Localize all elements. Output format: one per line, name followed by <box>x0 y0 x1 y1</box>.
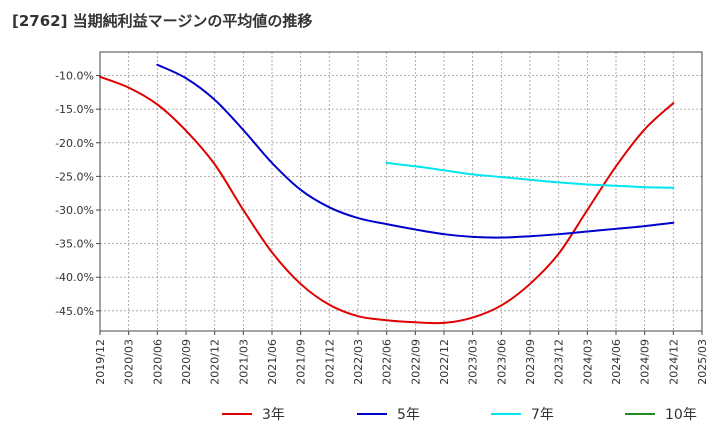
legend-label: 3年 <box>262 407 285 423</box>
plot-frame <box>99 51 703 332</box>
x-tick-label: 2024/06 <box>610 339 623 385</box>
y-tick-label: -25.0% <box>55 170 94 183</box>
y-axis: -10.0% -15.0% -20.0% -25.0% -30.0% -35.0% -40.… <box>55 70 100 318</box>
x-tick-label: 2021/09 <box>295 339 308 385</box>
y-tick-label: -10.0% <box>55 70 94 83</box>
x-tick-label: 2023/12 <box>553 339 566 385</box>
x-tick-label: 2021/03 <box>237 339 250 385</box>
series-lines <box>99 63 675 325</box>
x-tick-label: 2023/09 <box>524 339 537 385</box>
x-tick-label: 2022/03 <box>352 339 365 385</box>
legend-label: 7年 <box>531 407 554 423</box>
y-tick-label: -30.0% <box>55 204 94 217</box>
chart-title: [2762] 当期純利益マージンの平均値の推移 <box>12 12 313 30</box>
x-tick-label: 2024/03 <box>581 339 594 385</box>
grid <box>100 52 702 331</box>
x-tick-label: 2024/09 <box>639 339 652 385</box>
x-tick-label: 2021/06 <box>266 339 279 385</box>
x-tick-label: 2024/12 <box>667 339 680 385</box>
y-tick-label: -40.0% <box>55 271 94 284</box>
x-tick-label: 2020/03 <box>123 339 136 385</box>
x-tick-label: 2021/12 <box>323 339 336 385</box>
y-tick-label: -20.0% <box>55 137 94 150</box>
x-tick-label: 2020/12 <box>209 339 222 385</box>
y-tick-label: -15.0% <box>55 103 94 116</box>
legend: 3年 5年 7年 10年 <box>222 407 697 423</box>
y-tick-label: -45.0% <box>55 305 94 318</box>
y-tick-label: -35.0% <box>55 238 94 251</box>
x-tick-label: 2020/06 <box>151 339 164 385</box>
x-axis: 2019/12 2020/03 2020/06 2020/09 2020/12 2021/… <box>94 331 709 385</box>
series-line-1 <box>156 63 675 239</box>
x-tick-label: 2022/06 <box>381 339 394 385</box>
x-tick-label: 2023/06 <box>495 339 508 385</box>
x-tick-label: 2022/12 <box>438 339 451 385</box>
x-tick-label: 2022/09 <box>409 339 422 385</box>
x-tick-label: 2019/12 <box>94 339 107 385</box>
x-tick-label: 2025/03 <box>696 339 709 385</box>
legend-label: 10年 <box>665 407 697 423</box>
x-tick-label: 2020/09 <box>180 339 193 385</box>
legend-label: 5年 <box>397 407 420 423</box>
x-tick-label: 2023/03 <box>467 339 480 385</box>
